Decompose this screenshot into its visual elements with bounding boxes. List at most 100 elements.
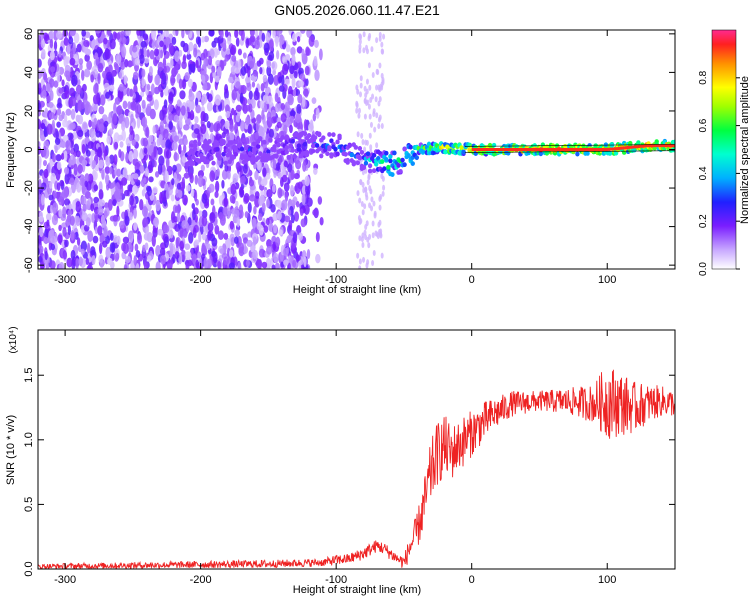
spectrogram-cell [112, 113, 118, 126]
spectrogram-cell [183, 172, 190, 179]
spectrogram-cell [234, 122, 238, 134]
spectrogram-cell [313, 167, 318, 175]
spectrogram-ridge-cell [215, 141, 220, 147]
spectrogram-cell [192, 208, 196, 221]
spectrogram-cell [122, 242, 129, 254]
spectrogram-cell [225, 48, 231, 55]
spectrogram-cell [209, 170, 216, 182]
spectrogram-cell [319, 217, 324, 226]
spectrogram-cell [50, 243, 56, 251]
spectrogram-cell [300, 30, 306, 34]
spectrogram-cell [188, 232, 194, 244]
spectrogram-y-tick-label: 0 [23, 146, 35, 152]
spectrogram-cell [261, 261, 268, 269]
spectrogram-cell [104, 202, 109, 209]
spectrogram-cell [246, 239, 253, 247]
spectrogram-cell [173, 135, 180, 142]
spectrogram-cell [193, 189, 198, 202]
spectrogram-cell [152, 125, 156, 135]
spectrogram-ridge-cell [302, 131, 308, 137]
spectrogram-cell [257, 258, 263, 269]
spectrogram-cell [124, 189, 130, 197]
spectrogram-ridge-cell [461, 149, 466, 155]
spectrogram-cell [99, 258, 105, 269]
spectrogram-cell [357, 112, 361, 119]
spectrogram-ridge-cell [382, 166, 387, 172]
spectrogram-cell [235, 161, 241, 171]
spectrogram-cell [242, 52, 247, 59]
spectrogram-ridge-cell [241, 137, 247, 143]
spectrogram-cell [306, 197, 313, 208]
spectrogram-cell [94, 226, 99, 235]
spectrogram-cell [48, 78, 55, 88]
spectrogram-cell [375, 84, 379, 91]
spectrogram-cell [209, 211, 216, 224]
spectrogram-cell [381, 175, 385, 182]
spectrogram-cell [181, 220, 188, 229]
snr-frame [37, 329, 676, 570]
spectrogram-cell [251, 81, 256, 88]
spectrogram-cell [43, 236, 49, 245]
spectrogram-cell [227, 207, 231, 219]
spectrogram-ridge-cell [333, 146, 338, 152]
spectrogram-cell [67, 132, 74, 141]
spectrogram-cell [378, 96, 382, 103]
spectrogram-cell [371, 232, 375, 239]
spectrogram-cell [197, 36, 202, 48]
spectrogram-cell [67, 225, 71, 236]
spectrogram-cell [38, 178, 42, 190]
spectrogram-cell [85, 200, 91, 210]
spectrogram-cell [109, 232, 114, 242]
spectrogram-cell [201, 192, 208, 204]
spectrogram-cell [100, 94, 106, 106]
spectrogram-cell [39, 70, 44, 77]
spectrogram-cell [41, 90, 47, 99]
spectrogram-cell [61, 141, 67, 148]
spectrogram-cell [88, 105, 93, 114]
spectrogram-cell [274, 262, 280, 269]
spectrogram-cell [361, 181, 365, 188]
spectrogram-cell [202, 84, 208, 91]
spectrogram-cell [38, 58, 42, 68]
spectrogram-cell [203, 257, 209, 269]
spectrogram-cell [211, 40, 217, 48]
spectrogram-cell [143, 232, 150, 241]
spectrogram-cell [289, 110, 296, 117]
snr-y-label: SNR (10 * v/v) [5, 415, 17, 485]
spectrogram-cell [163, 44, 167, 56]
spectrogram-cell [265, 257, 271, 269]
spectrogram-cell [102, 240, 108, 248]
spectrogram-cell [56, 121, 62, 128]
spectrogram-cell [168, 42, 174, 54]
spectrogram-cell [81, 159, 88, 167]
spectrogram-ridge-cell [190, 161, 196, 166]
spectrogram-cell [93, 117, 98, 125]
spectrogram-cell [104, 47, 110, 59]
spectrogram-cell [295, 253, 300, 263]
spectrogram-cell [45, 82, 51, 92]
spectrogram-cell [140, 90, 145, 98]
spectrogram-ridge-cell [343, 151, 348, 157]
spectrogram-cell [99, 199, 106, 207]
spectrogram-cell [170, 74, 176, 86]
spectrogram-cell [132, 148, 139, 160]
spectrogram-cell [183, 124, 190, 131]
spectrogram-cell [64, 198, 71, 207]
spectrogram-cell [305, 78, 309, 87]
spectrogram-cell [79, 62, 83, 71]
spectrogram-cell [46, 123, 53, 135]
spectrogram-cell [376, 69, 380, 76]
spectrogram-cell [369, 121, 373, 128]
spectrogram-cell [240, 175, 246, 184]
spectrogram-cell [64, 90, 70, 99]
spectrogram-cell [88, 119, 92, 128]
spectrogram-cell [382, 184, 386, 191]
spectrogram-cell [272, 69, 277, 76]
spectrogram-cell [235, 60, 239, 70]
spectrogram-ridge-cell [190, 150, 196, 156]
spectrogram-cell [103, 210, 108, 219]
spectrogram-cell [230, 236, 235, 247]
spectrogram-cell [248, 179, 255, 187]
spectrogram-ridge-cell [310, 148, 316, 154]
spectrogram-ridge-cell [361, 164, 367, 170]
